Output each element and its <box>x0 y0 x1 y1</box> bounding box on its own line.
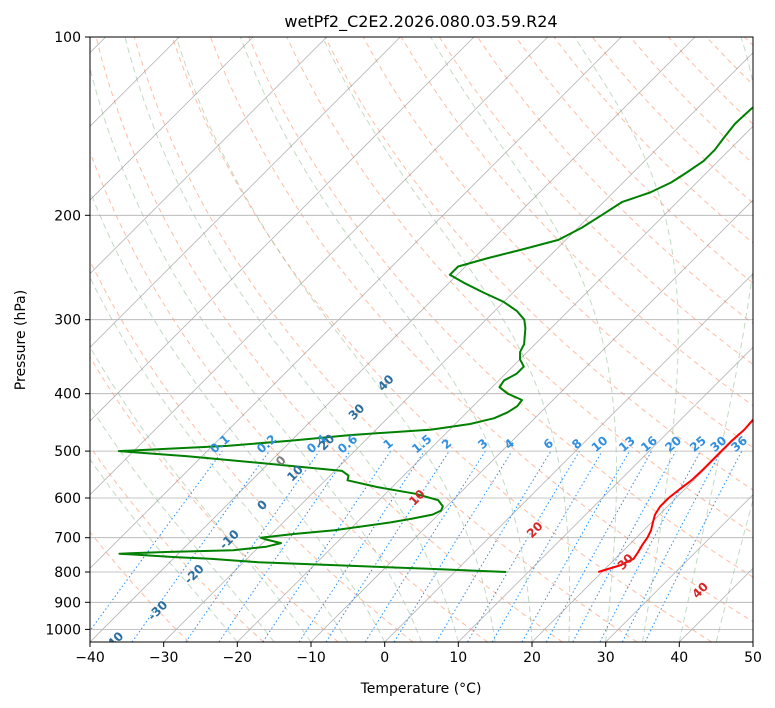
y-tick-label: 300 <box>54 313 81 329</box>
y-tick-label: 400 <box>54 387 81 403</box>
isotherms <box>90 37 753 642</box>
mixing-ratio-line <box>325 450 450 642</box>
x-tick-label: −40 <box>75 650 105 666</box>
mixing-ratio-line <box>572 450 677 642</box>
dry-adiabat-line <box>438 37 753 366</box>
pressure-gridlines <box>90 37 753 630</box>
isotherm-line <box>310 199 753 642</box>
y-tick-label: 200 <box>54 208 81 224</box>
x-tick-label: −10 <box>296 650 326 666</box>
dry-adiabat-line <box>90 150 488 642</box>
mixing-ratio-line <box>644 450 743 642</box>
mixing-ratio-line <box>262 450 392 642</box>
dry-adiabat-line <box>400 37 753 407</box>
x-tick-label: −30 <box>149 650 179 666</box>
isotherm-line <box>531 420 753 642</box>
dry-adiabat-line <box>90 445 264 642</box>
moist-adiabat-line <box>90 189 386 642</box>
moist-adiabat-line <box>175 37 496 642</box>
isotherm-line <box>90 37 622 569</box>
moist-adiabat-line <box>90 276 349 642</box>
x-tick-label: −20 <box>223 650 253 666</box>
dry-adiabat-line <box>133 37 638 642</box>
mixing-ratio-lines <box>90 450 743 642</box>
x-axis-ticks: −40 −30 −20 −10 0 10 20 30 40 50 <box>75 642 762 666</box>
y-tick-label: 700 <box>54 531 81 547</box>
isotherm-line <box>90 37 401 348</box>
x-tick-label: 30 <box>597 650 615 666</box>
x-tick-label: 20 <box>523 650 541 666</box>
mixing-ratio-line <box>90 450 223 632</box>
mixing-ratio-line <box>545 450 653 642</box>
profile-series <box>117 106 753 573</box>
dry-adiabat-line <box>90 531 190 642</box>
mixing-ratio-line <box>131 450 270 642</box>
moist-adiabat-line <box>90 405 275 642</box>
x-tick-label: 0 <box>380 650 389 666</box>
y-tick-label: 500 <box>54 444 81 460</box>
moist-adiabat-line <box>90 458 238 642</box>
x-tick-label: 50 <box>744 650 762 666</box>
moist-adiabat-line <box>678 37 753 642</box>
moist-adiabat-line <box>574 37 679 642</box>
chart-title: wetPf2_C2E2.2026.080.03.59.R24 <box>284 12 557 32</box>
dry-adiabat-line <box>171 37 712 642</box>
mixing-ratio-line <box>393 450 513 642</box>
plot-area: 0.10.20.40.611.52346810131620253036-100-… <box>90 37 753 642</box>
isotherm-line <box>90 37 327 275</box>
isotherm-line <box>90 37 548 496</box>
isotherm-line <box>90 37 254 201</box>
dry-adiabat-line <box>95 37 563 642</box>
mixing-ratio-line <box>218 450 351 642</box>
mixing-ratio-line <box>185 450 320 642</box>
isotherm-line <box>163 52 753 642</box>
dry-adiabat-line <box>90 356 339 642</box>
isotherm-line <box>605 494 753 642</box>
isotherm-line <box>384 273 753 642</box>
y-tick-label: 1000 <box>45 622 81 638</box>
moist-adiabat-line <box>322 37 571 642</box>
isotherm-line <box>90 37 475 422</box>
moist-adiabat-line <box>239 37 533 642</box>
dry-adiabat-line <box>515 37 753 284</box>
y-tick-label: 800 <box>54 565 81 581</box>
y-tick-label: 900 <box>54 595 81 611</box>
dry-adiabat-line <box>210 37 753 623</box>
moist-adiabat-line <box>715 498 753 642</box>
x-tick-label: 10 <box>449 650 467 666</box>
isotherm-line <box>90 37 696 642</box>
isotherm-line <box>237 125 753 642</box>
mixing-ratio-line <box>521 450 630 642</box>
y-tick-label: 100 <box>54 30 81 46</box>
y-axis-title: Pressure (hPa) <box>13 290 29 390</box>
temperature-line <box>598 418 753 573</box>
moist-adiabat-line <box>124 37 459 642</box>
moist-adiabats <box>90 37 753 642</box>
moist-adiabat-line <box>430 37 617 642</box>
y-axis-ticks: 100 200 300 400 500 600 700 800 900 1000 <box>45 30 90 638</box>
dry-adiabat-line <box>248 37 753 578</box>
y-tick-label: 600 <box>54 491 81 507</box>
plot-frame <box>89 36 754 643</box>
dewpoint-line <box>117 106 753 573</box>
isotherm-line <box>458 346 753 642</box>
moist-adiabat-line <box>90 65 422 642</box>
mixing-ratio-line <box>298 450 425 642</box>
x-axis-title: Temperature (°C) <box>360 681 482 697</box>
x-tick-label: 40 <box>670 650 688 666</box>
